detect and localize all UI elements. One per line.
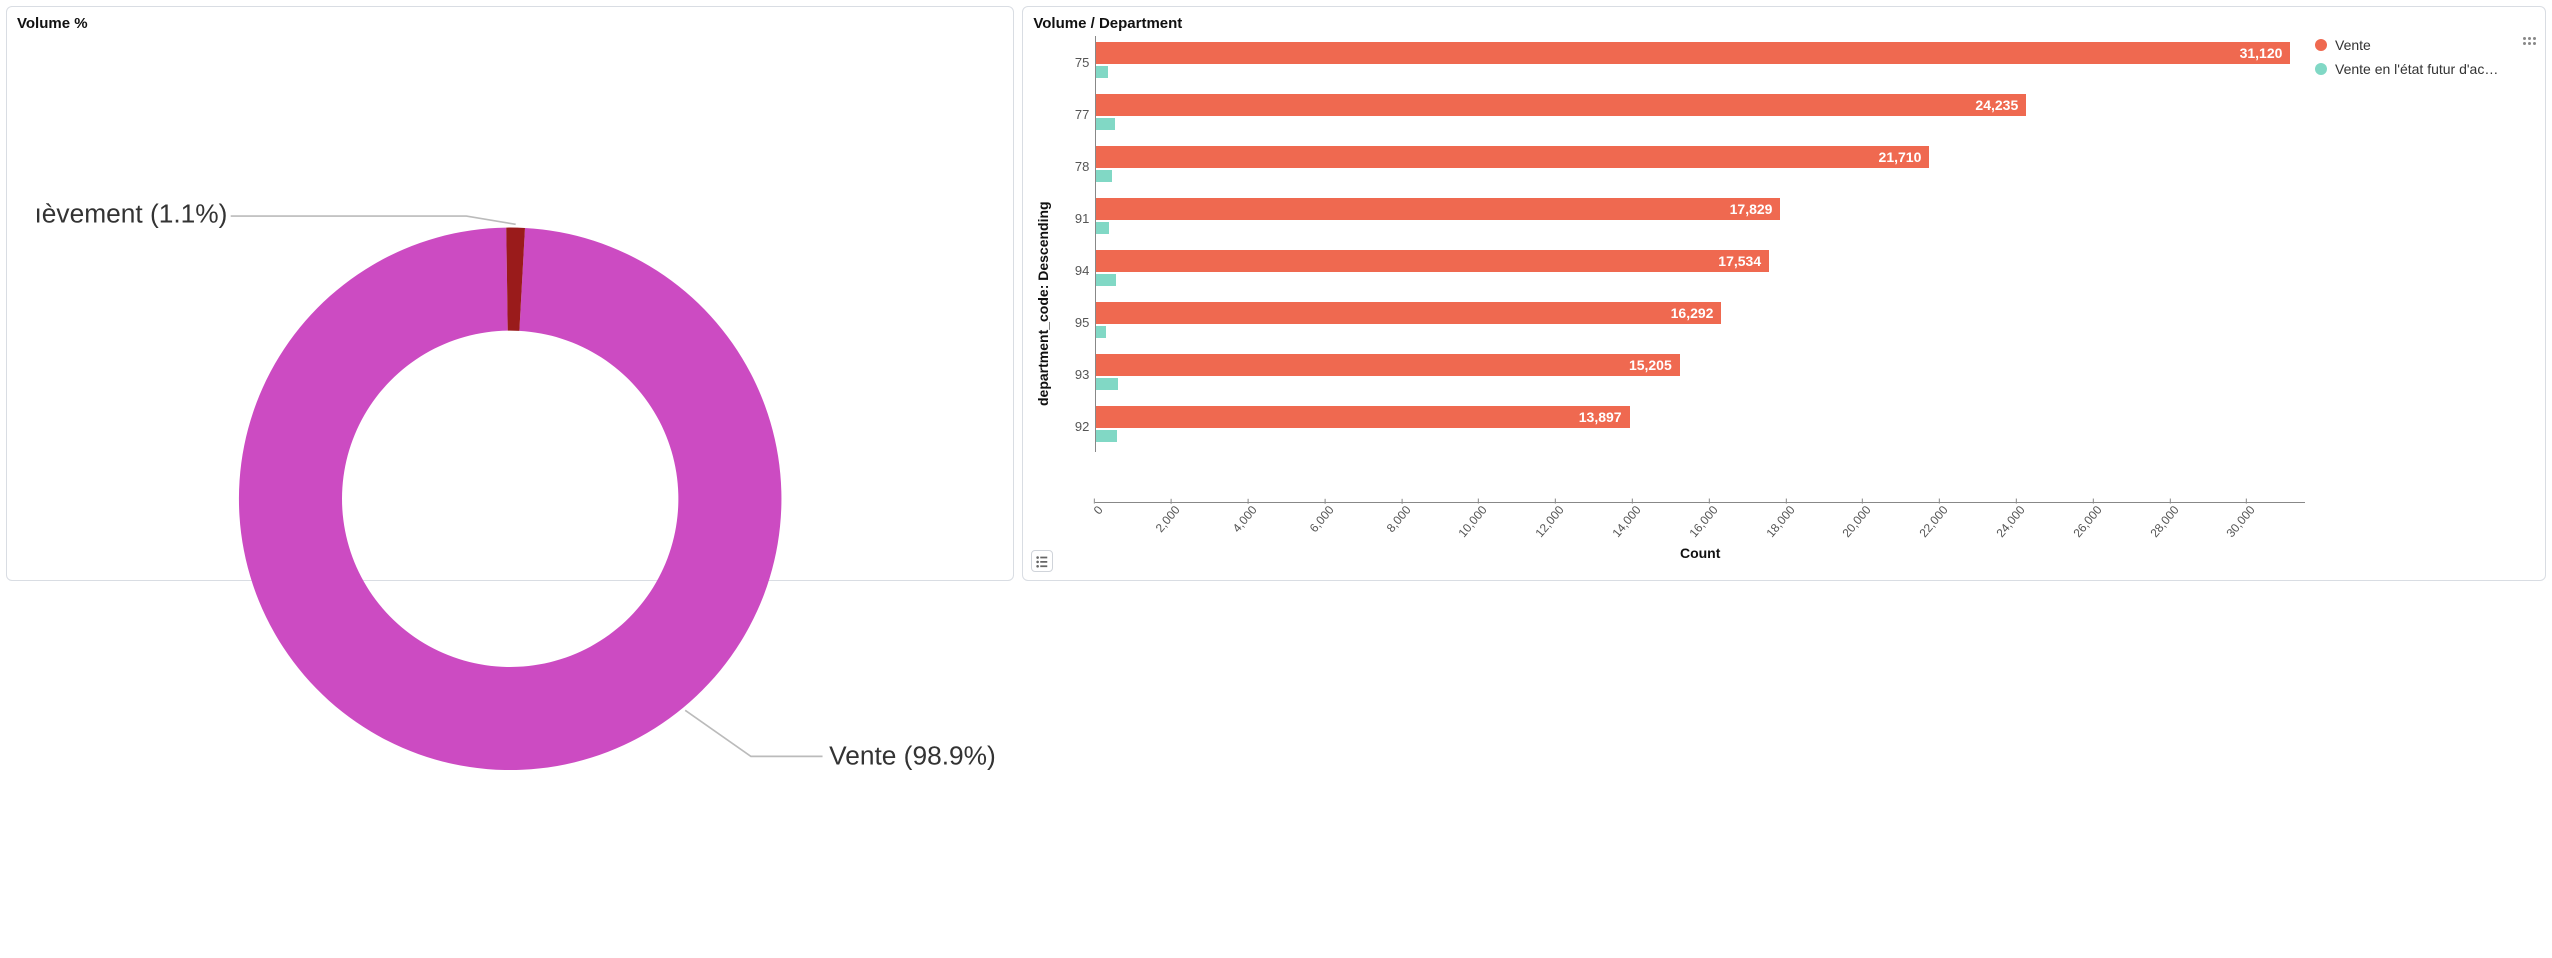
donut-chart[interactable]: ıèvement (1.1%) Vente (98.9%) [17, 36, 1003, 896]
x-tick-label: 14,000 [1609, 503, 1643, 540]
bar-secondary[interactable] [1096, 170, 1112, 182]
y-tick-label: 94 [1055, 263, 1095, 278]
bar-primary[interactable]: 21,710 [1096, 146, 1929, 168]
callout-label: ıèvement (1.1%) [34, 199, 227, 229]
x-tick-label: 6,000 [1306, 503, 1336, 535]
bars-region[interactable]: 7531,1207724,2357821,7109117,8299417,534… [1055, 36, 2535, 502]
bar-track: 17,534 [1095, 244, 2305, 296]
bar-row: 9213,897 [1055, 400, 2305, 452]
legend-toggle-icon[interactable] [1031, 550, 1053, 572]
x-axis-ticks: 02,0004,0006,0008,00010,00012,00014,0001… [1095, 503, 2305, 541]
callout-line [231, 216, 516, 224]
bar-row: 7821,710 [1055, 140, 2305, 192]
panel-title: Volume / Department [1033, 15, 2535, 32]
bar-plot-area: 7531,1207724,2357821,7109117,8299417,534… [1055, 36, 2535, 572]
x-tick-label: 0 [1091, 503, 1106, 517]
bar-primary[interactable]: 24,235 [1096, 94, 2026, 116]
bar-track: 13,897 [1095, 400, 2305, 452]
x-tick-label: 26,000 [2070, 503, 2104, 540]
bar-secondary[interactable] [1096, 430, 1117, 442]
x-tick-label: 4,000 [1230, 503, 1260, 535]
bar-row: 7724,235 [1055, 88, 2305, 140]
bar-track: 16,292 [1095, 296, 2305, 348]
y-tick-label: 77 [1055, 107, 1095, 122]
y-tick-label: 92 [1055, 419, 1095, 434]
bar-primary[interactable]: 13,897 [1096, 406, 1629, 428]
bar-primary[interactable]: 16,292 [1096, 302, 1721, 324]
bar-secondary[interactable] [1096, 326, 1106, 338]
bar-track: 31,120 [1095, 36, 2305, 88]
callout-label: Vente (98.9%) [829, 741, 996, 771]
bar-track: 24,235 [1095, 88, 2305, 140]
bar-secondary[interactable] [1096, 222, 1108, 234]
bar-secondary[interactable] [1096, 66, 1108, 78]
y-tick-label: 91 [1055, 211, 1095, 226]
x-tick-label: 10,000 [1456, 503, 1490, 540]
panel-title: Volume % [17, 15, 1003, 32]
bar-track: 17,829 [1095, 192, 2305, 244]
bar-row: 9417,534 [1055, 244, 2305, 296]
x-tick-label: 24,000 [1993, 503, 2027, 540]
y-tick-label: 75 [1055, 55, 1095, 70]
x-tick-label: 30,000 [2224, 503, 2258, 540]
x-tick-label: 28,000 [2147, 503, 2181, 540]
bar-primary[interactable]: 17,829 [1096, 198, 1780, 220]
x-tick-label: 16,000 [1686, 503, 1720, 540]
volume-department-panel: Volume / Department Vente Vente en l'éta… [1022, 6, 2546, 581]
y-tick-label: 78 [1055, 159, 1095, 174]
donut-svg: ıèvement (1.1%) Vente (98.9%) [17, 36, 1003, 896]
bar-row: 7531,120 [1055, 36, 2305, 88]
y-axis-label: department_code: Descending [1033, 94, 1053, 514]
bar-secondary[interactable] [1096, 274, 1115, 286]
x-tick-label: 18,000 [1763, 503, 1797, 540]
x-tick-label: 22,000 [1917, 503, 1951, 540]
bar-row: 9516,292 [1055, 296, 2305, 348]
bar-track: 15,205 [1095, 348, 2305, 400]
bar-secondary[interactable] [1096, 118, 1114, 130]
volume-pct-panel: Volume % ıèvement (1.1%) Vente (98.9%) [6, 6, 1014, 581]
x-tick-label: 12,000 [1533, 503, 1567, 540]
x-tick-label: 8,000 [1383, 503, 1413, 535]
bar-primary[interactable]: 31,120 [1096, 42, 2290, 64]
bar-secondary[interactable] [1096, 378, 1117, 390]
dashboard: Volume % ıèvement (1.1%) Vente (98.9%) V… [6, 6, 2546, 581]
y-tick-label: 95 [1055, 315, 1095, 330]
x-tick-label: 20,000 [1840, 503, 1874, 540]
bar-primary[interactable]: 15,205 [1096, 354, 1679, 376]
y-tick-label: 93 [1055, 367, 1095, 382]
x-axis-label: Count [1095, 545, 2305, 561]
bar-track: 21,710 [1095, 140, 2305, 192]
x-tick-label: 2,000 [1153, 503, 1183, 535]
bar-row: 9117,829 [1055, 192, 2305, 244]
callout-line [685, 710, 822, 756]
bar-row: 9315,205 [1055, 348, 2305, 400]
bar-primary[interactable]: 17,534 [1096, 250, 1769, 272]
